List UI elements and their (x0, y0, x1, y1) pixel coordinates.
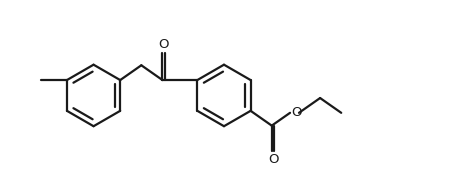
Text: O: O (268, 153, 278, 166)
Text: O: O (158, 38, 169, 51)
Text: O: O (291, 106, 301, 119)
